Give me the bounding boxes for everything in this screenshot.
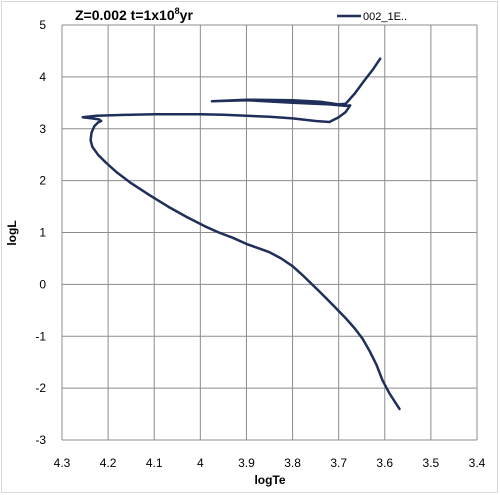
- series-group: [81, 57, 401, 411]
- series-line: [81, 57, 401, 411]
- y-tick-label: 5: [39, 18, 46, 32]
- x-tick-label: 3.8: [284, 456, 301, 470]
- y-tick-labels: 5 4 3 2 1 0 -1 -2 -3: [35, 18, 46, 447]
- x-tick-label: 4.2: [100, 456, 117, 470]
- x-tick-label: 3.5: [423, 456, 440, 470]
- legend: 002_1E..: [337, 11, 407, 23]
- grid: [61, 24, 478, 441]
- y-tick-label: -1: [35, 329, 46, 343]
- y-tick-label: -2: [35, 381, 46, 395]
- y-tick-label: 3: [39, 122, 46, 136]
- y-tick-label: 1: [39, 226, 46, 240]
- y-tick-label: 0: [39, 277, 46, 291]
- x-tick-label: 3.7: [330, 456, 347, 470]
- x-tick-label: 4.3: [54, 456, 71, 470]
- x-tick-label: 3.9: [238, 456, 255, 470]
- x-tick-label: 4: [197, 456, 204, 470]
- x-tick-label: 3.6: [376, 456, 393, 470]
- x-tick-label: 4.1: [146, 456, 163, 470]
- y-tick-label: 4: [39, 70, 46, 84]
- legend-label: 002_1E..: [363, 11, 407, 23]
- x-tick-label: 3.4: [469, 456, 486, 470]
- x-axis-title: logTe: [254, 473, 285, 487]
- y-tick-label: -3: [35, 433, 46, 447]
- y-axis-title: logL: [5, 220, 19, 245]
- y-tick-label: 2: [39, 174, 46, 188]
- chart-title: Z=0.002 t=1x108yr: [75, 6, 193, 23]
- x-tick-labels: 4.3 4.2 4.1 4 3.9 3.8 3.7 3.6 3.5 3.4: [54, 456, 486, 470]
